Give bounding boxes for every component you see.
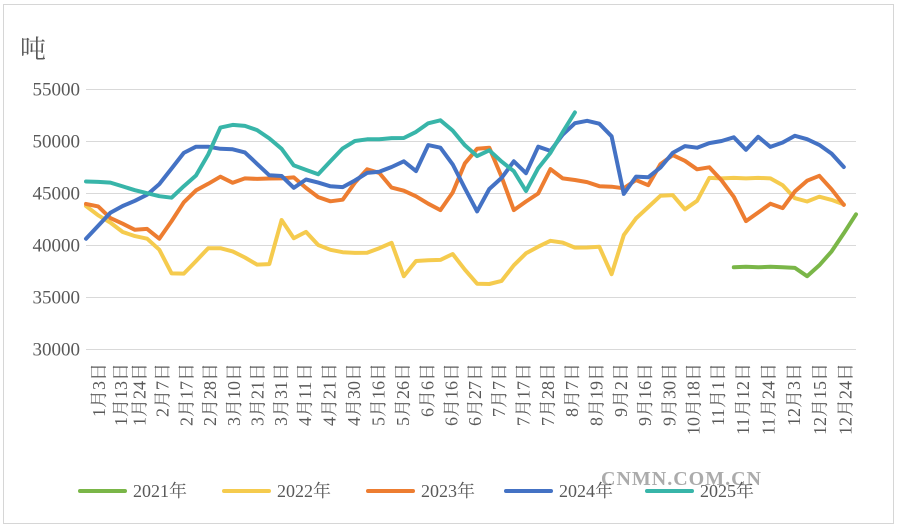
svg-text:21: 21 (319, 381, 339, 399)
svg-text:24: 24 (759, 381, 779, 399)
svg-text:16: 16 (635, 381, 655, 399)
svg-text:50000: 50000 (33, 132, 81, 153)
svg-text:40000: 40000 (33, 236, 81, 257)
svg-text:16: 16 (442, 381, 462, 399)
svg-text:8: 8 (562, 408, 582, 417)
svg-text:2023: 2023 (421, 481, 457, 501)
svg-text:6: 6 (417, 381, 437, 390)
svg-text:45000: 45000 (33, 184, 81, 205)
svg-text:8: 8 (587, 417, 607, 426)
svg-text:7: 7 (489, 408, 509, 417)
svg-text:11: 11 (759, 418, 779, 435)
svg-text:4: 4 (344, 417, 364, 426)
svg-text:31: 31 (271, 381, 291, 399)
svg-text:30: 30 (344, 381, 364, 399)
svg-text:19: 19 (587, 381, 607, 399)
svg-text:21: 21 (248, 381, 268, 399)
svg-text:12: 12 (810, 417, 830, 435)
svg-text:2025: 2025 (700, 481, 736, 501)
svg-text:3: 3 (89, 381, 109, 390)
svg-text:6: 6 (417, 408, 437, 417)
svg-text:17: 17 (514, 381, 534, 399)
svg-text:4: 4 (295, 417, 315, 426)
svg-text:11: 11 (733, 418, 753, 435)
svg-text:10: 10 (224, 381, 244, 399)
svg-text:7: 7 (489, 381, 509, 390)
svg-text:1: 1 (111, 417, 131, 426)
svg-text:12: 12 (784, 408, 804, 426)
svg-text:2: 2 (177, 417, 197, 426)
svg-text:35000: 35000 (33, 288, 81, 309)
svg-text:13: 13 (111, 381, 131, 399)
svg-text:2022: 2022 (277, 481, 313, 501)
svg-text:16: 16 (368, 381, 388, 399)
svg-text:5: 5 (368, 417, 388, 426)
svg-text:3: 3 (784, 381, 804, 390)
svg-text:7: 7 (538, 417, 558, 426)
svg-text:28: 28 (538, 381, 558, 399)
svg-text:55000: 55000 (33, 80, 81, 101)
svg-text:9: 9 (611, 408, 631, 417)
svg-text:15: 15 (810, 381, 830, 399)
svg-text:5: 5 (393, 417, 413, 426)
svg-text:2: 2 (200, 417, 220, 426)
svg-text:12: 12 (836, 417, 856, 435)
svg-text:2: 2 (153, 408, 173, 417)
svg-text:6: 6 (442, 417, 462, 426)
svg-text:27: 27 (465, 381, 485, 399)
svg-text:2024: 2024 (559, 481, 595, 501)
svg-text:2: 2 (611, 381, 631, 390)
svg-text:7: 7 (153, 381, 173, 390)
svg-text:7: 7 (514, 417, 534, 426)
svg-text:3: 3 (248, 417, 268, 426)
svg-text:11: 11 (295, 382, 315, 399)
svg-text:24: 24 (130, 381, 150, 399)
svg-text:3: 3 (224, 417, 244, 426)
svg-text:7: 7 (562, 381, 582, 390)
svg-text:1: 1 (130, 417, 150, 426)
svg-text:9: 9 (659, 417, 679, 426)
svg-text:24: 24 (836, 381, 856, 399)
svg-text:6: 6 (465, 417, 485, 426)
svg-text:CNMN.COM.CN: CNMN.COM.CN (601, 468, 762, 490)
svg-text:30000: 30000 (33, 340, 81, 361)
svg-text:3: 3 (271, 417, 291, 426)
svg-text:9: 9 (635, 417, 655, 426)
svg-text:17: 17 (177, 381, 197, 399)
svg-text:1: 1 (89, 408, 109, 417)
svg-text:18: 18 (684, 381, 704, 399)
svg-text:26: 26 (393, 381, 413, 399)
svg-text:1: 1 (708, 381, 728, 390)
svg-text:28: 28 (200, 381, 220, 399)
svg-text:4: 4 (319, 417, 339, 426)
svg-text:2021: 2021 (133, 481, 169, 501)
svg-text:10: 10 (684, 417, 704, 435)
svg-text:11: 11 (708, 409, 728, 426)
svg-text:12: 12 (733, 381, 753, 399)
svg-text:30: 30 (659, 381, 679, 399)
